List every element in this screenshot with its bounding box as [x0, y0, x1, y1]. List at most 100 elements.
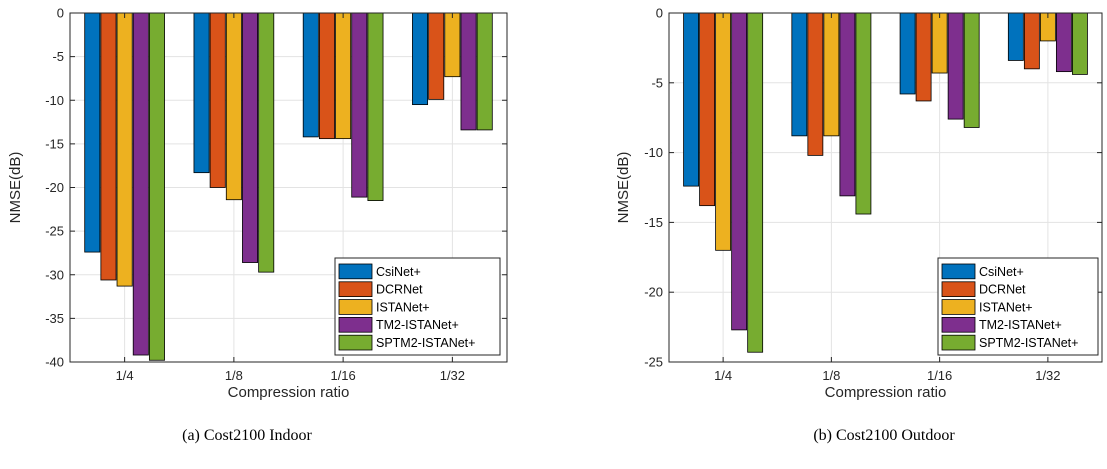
bar-1-32-tm2-istanet-	[460, 12, 477, 131]
legend-label: SPTM2-ISTANet+	[979, 336, 1078, 350]
bar-1-8-tm2-istanet-	[839, 12, 856, 197]
bar-1-4-dcrnet	[100, 12, 117, 281]
axes-box	[668, 12, 1103, 363]
y-tick-label: -15	[45, 136, 64, 151]
y-tick-label: -30	[45, 267, 64, 282]
y-axis-label: NMSE(dB)	[615, 152, 632, 224]
legend-label: CsiNet+	[979, 265, 1024, 279]
y-tick-label: -5	[651, 75, 663, 90]
x-axis-label: Compression ratio	[825, 384, 947, 401]
legend-label: DCRNet	[979, 283, 1026, 297]
legend-label: CsiNet+	[376, 265, 421, 279]
bar-1-16-csinet-	[899, 12, 916, 95]
y-tick-label: 0	[57, 6, 64, 21]
bar-1-4-csinet-	[84, 12, 101, 253]
bar-1-8-istanet-	[225, 12, 242, 201]
bar-1-4-sptm2-istanet-	[747, 12, 764, 353]
legend: CsiNet+ DCRNet ISTANet+ TM2-ISTANet+ SPTM2-I…	[937, 257, 1099, 356]
x-axis-label: Compression ratio	[228, 384, 350, 401]
legend-label: TM2-ISTANet+	[376, 318, 459, 332]
bar-1-16-dcrnet	[915, 12, 932, 102]
bars	[683, 12, 1088, 353]
legend-swatch-istanet-	[338, 299, 373, 315]
legend-swatch-istanet-	[941, 299, 976, 315]
y-tick-label: -20	[45, 180, 64, 195]
figure-caption: (b) Cost2100 Outdoor	[813, 427, 955, 444]
bars	[84, 12, 493, 361]
bar-1-8-csinet-	[193, 12, 210, 174]
y-tick-label: -20	[644, 285, 663, 300]
bar-1-4-dcrnet	[699, 12, 716, 207]
legend-label: SPTM2-ISTANet+	[376, 336, 475, 350]
y-tick-label: 0	[656, 6, 663, 21]
bar-1-8-dcrnet	[807, 12, 824, 156]
x-tick-label: 1/32	[1035, 368, 1060, 383]
bar-1-16-sptm2-istanet-	[367, 12, 384, 201]
legend-label: ISTANet+	[376, 300, 430, 314]
bar-1-8-sptm2-istanet-	[855, 12, 872, 215]
bar-1-16-istanet-	[931, 12, 948, 74]
y-tick-label: -35	[45, 311, 64, 326]
legend-swatch-dcrnet	[941, 281, 976, 297]
bar-1-16-tm2-istanet-	[947, 12, 964, 120]
legend-swatch-sptm2-istanet-	[338, 334, 373, 351]
y-tick-label: -10	[45, 93, 64, 108]
legend-swatch-tm2-istanet-	[941, 316, 976, 333]
bar-1-32-csinet-	[1007, 12, 1024, 61]
chart-panel-b: 0 -5 -10 -15 -20 -25 1/4 1/8 1/16 1/32 Compression…	[615, 6, 1103, 444]
y-tick-label: -25	[644, 355, 663, 370]
legend-label: TM2-ISTANet+	[979, 318, 1062, 332]
chart-panel-a: 0 -5 -10 -15 -20 -25 -30 -35 -40 1/4 1/8 1/16 1/32 Co…	[7, 6, 508, 444]
bar-1-4-istanet-	[116, 12, 133, 287]
y-tick-label: -5	[52, 49, 64, 64]
bar-1-4-tm2-istanet-	[731, 12, 748, 331]
y-tick-label: -25	[45, 224, 64, 239]
x-tick-label: 1/8	[822, 368, 840, 383]
legend-label: DCRNet	[376, 283, 423, 297]
x-tick-label: 1/16	[330, 368, 355, 383]
bar-1-16-dcrnet	[318, 12, 335, 140]
figure-caption: (a) Cost2100 Indoor	[182, 427, 312, 444]
x-ticks: 1/4 1/8 1/16 1/32	[714, 13, 1061, 383]
y-axis-label: NMSE(dB)	[7, 152, 24, 224]
bar-1-32-csinet-	[412, 12, 429, 106]
bar-1-32-istanet-	[444, 12, 461, 78]
legend-swatch-csinet-	[941, 263, 976, 280]
bar-1-32-dcrnet	[428, 12, 445, 100]
bar-1-16-tm2-istanet-	[351, 12, 368, 198]
x-ticks: 1/4 1/8 1/16 1/32	[116, 13, 465, 383]
bar-1-8-dcrnet	[209, 12, 226, 188]
bar-1-4-csinet-	[683, 12, 699, 187]
bar-1-4-tm2-istanet-	[132, 12, 149, 356]
bar-1-16-istanet-	[335, 12, 352, 140]
bar-1-8-csinet-	[791, 12, 808, 137]
legend-swatch-dcrnet	[338, 281, 373, 297]
bar-1-32-tm2-istanet-	[1055, 12, 1072, 73]
y-tick-label: -15	[644, 215, 663, 230]
legend-swatch-tm2-istanet-	[338, 316, 373, 333]
legend-label: ISTANet+	[979, 300, 1033, 314]
bar-1-16-csinet-	[302, 12, 319, 138]
x-tick-label: 1/16	[927, 368, 952, 383]
y-ticks: 0 -5 -10 -15 -20 -25	[644, 6, 1102, 370]
bar-1-32-sptm2-istanet-	[1072, 12, 1088, 75]
x-tick-label: 1/32	[440, 368, 465, 383]
bar-1-32-sptm2-istanet-	[476, 12, 493, 131]
legend: CsiNet+ DCRNet ISTANet+ TM2-ISTANet+ SPTM2-I…	[334, 257, 501, 356]
x-tick-label: 1/4	[116, 368, 134, 383]
bar-1-16-sptm2-istanet-	[963, 12, 980, 128]
x-tick-label: 1/4	[714, 368, 732, 383]
bar-1-8-tm2-istanet-	[242, 12, 259, 263]
bar-1-8-sptm2-istanet-	[258, 12, 275, 273]
legend-swatch-csinet-	[338, 263, 373, 280]
bar-1-32-dcrnet	[1023, 12, 1040, 70]
bar-1-8-istanet-	[823, 12, 840, 137]
legend-swatch-sptm2-istanet-	[941, 334, 976, 351]
x-tick-label: 1/8	[225, 368, 243, 383]
y-ticks: 0 -5 -10 -15 -20 -25 -30 -35 -40	[45, 6, 507, 370]
y-tick-label: -10	[644, 145, 663, 160]
bar-1-4-istanet-	[715, 12, 732, 251]
bar-1-4-sptm2-istanet-	[148, 12, 165, 361]
y-tick-label: -40	[45, 355, 64, 370]
